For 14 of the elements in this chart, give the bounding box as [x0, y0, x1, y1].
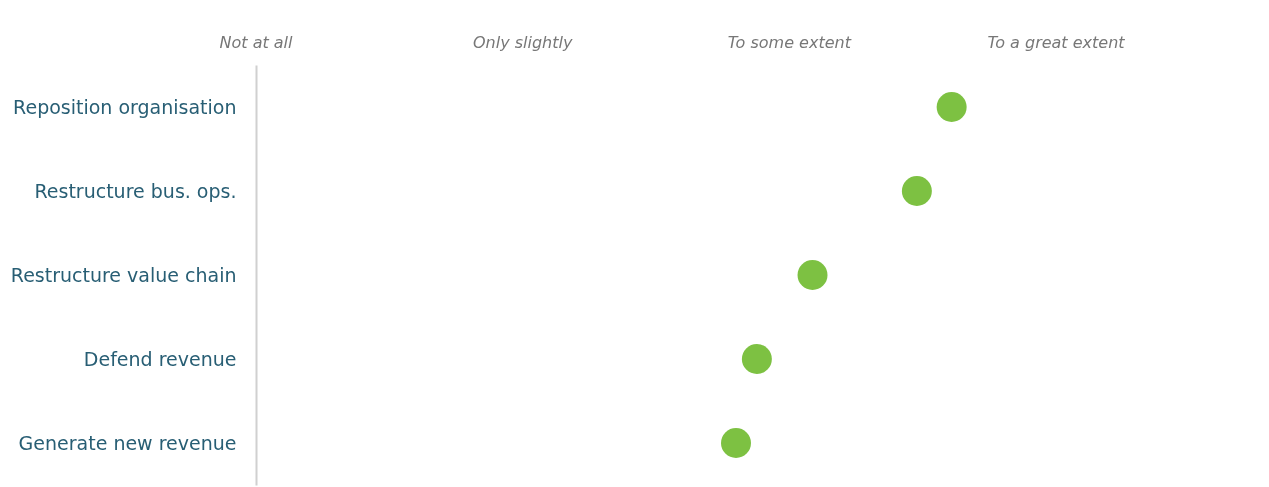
- text: Only slightly: [472, 33, 573, 52]
- y-tick-label: Restructure value chain: [10, 263, 237, 286]
- point: [797, 260, 828, 290]
- point: [901, 176, 932, 206]
- text: To some extent: [727, 33, 852, 52]
- text: Not at all: [219, 33, 294, 52]
- point: [741, 344, 772, 374]
- y-tick-label: Restructure bus. ops.: [34, 179, 237, 202]
- y-tick-label: Generate new revenue: [18, 431, 237, 454]
- y-tick-label: Defend revenue: [83, 347, 237, 370]
- point: [936, 92, 967, 122]
- y-tick-label: Reposition organisation: [13, 95, 237, 118]
- text: To a great extent: [987, 33, 1126, 52]
- point: [721, 428, 751, 458]
